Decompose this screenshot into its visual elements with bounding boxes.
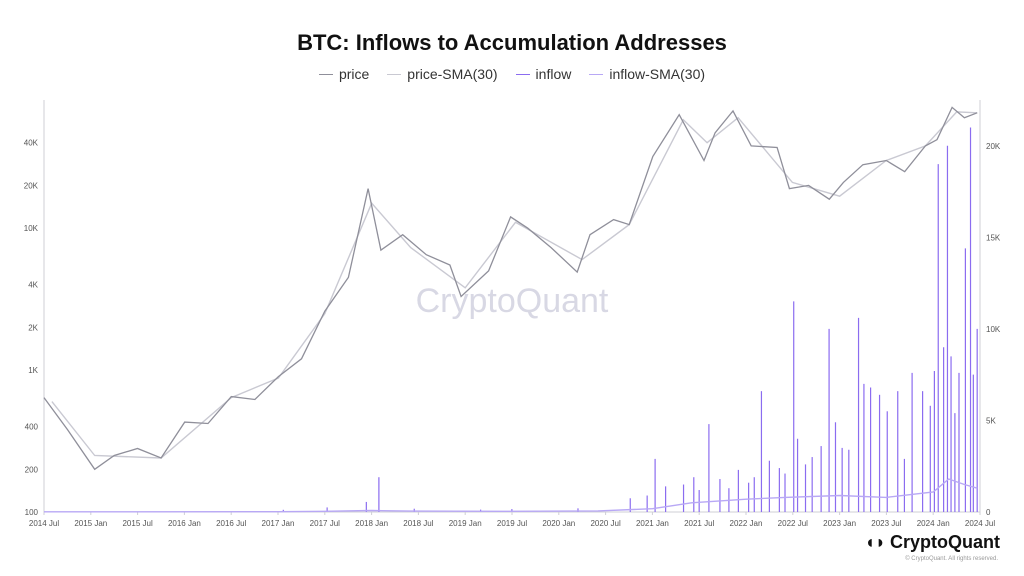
line-series [43, 106, 978, 513]
x-tick-label: 2020 Jan [542, 519, 575, 528]
watermark: CryptoQuant [416, 282, 609, 320]
copyright-text: © CryptoQuant. All rights reserved. [905, 556, 998, 562]
y-left-tick-label: 1K [28, 366, 38, 375]
legend-swatch-inflow [515, 73, 530, 75]
chart-title: BTC: Inflows to Accumulation Addresses [297, 30, 727, 55]
cryptoquant-logo-icon: ◖◗ [864, 532, 886, 552]
legend-label-price: price [338, 66, 370, 82]
x-tick-label: 2022 Jan [730, 519, 763, 528]
x-tick-label: 2016 Jul [216, 519, 246, 528]
y-left-tick-label: 100 [25, 508, 39, 517]
y-right-tick-label: 10K [986, 325, 1001, 334]
y-left-tick-label: 2K [28, 323, 38, 332]
chart-legend: price price-SMA(30) inflow inflow-SMA(30… [0, 66, 1024, 82]
y-right-tick-label: 5K [986, 416, 996, 425]
x-tick-label: 2015 Jul [122, 519, 152, 528]
legend-item-inflow[interactable]: inflow [515, 66, 572, 82]
legend-item-price[interactable]: price [318, 66, 370, 82]
inflow-sma-line [43, 478, 978, 513]
x-tick-label: 2018 Jul [403, 519, 433, 528]
x-tick-label: 2022 Jul [778, 519, 808, 528]
legend-label-price-sma: price-SMA(30) [407, 66, 498, 82]
y-right-tick-label: 15K [986, 233, 1001, 242]
price-line [43, 106, 978, 471]
inflow-series [282, 127, 978, 512]
legend-swatch-price [318, 73, 333, 75]
y-left-tick-label: 4K [28, 281, 38, 290]
brand-name: CryptoQuant [890, 532, 1000, 552]
y-left-tick-label: 10K [24, 224, 39, 233]
legend-label-inflow: inflow [535, 66, 572, 82]
y-right-tick-label: 20K [986, 142, 1001, 151]
x-tick-label: 2021 Jul [684, 519, 714, 528]
legend-item-price-sma[interactable]: price-SMA(30) [387, 66, 498, 82]
x-tick-label: 2024 Jan [917, 519, 950, 528]
x-tick-label: 2014 Jul [29, 519, 59, 528]
x-tick-label: 2023 Jan [823, 519, 856, 528]
x-tick-label: 2017 Jul [310, 519, 340, 528]
legend-item-inflow-sma[interactable]: inflow-SMA(30) [589, 66, 705, 82]
legend-swatch-price-sma [387, 73, 402, 75]
x-tick-label: 2019 Jan [449, 519, 482, 528]
x-tick-label: 2015 Jan [74, 519, 107, 528]
y-left-tick-label: 40K [24, 139, 39, 148]
x-tick-label: 2016 Jan [168, 519, 201, 528]
x-tick-label: 2018 Jan [355, 519, 388, 528]
y-left-tick-label: 200 [25, 465, 39, 474]
x-tick-label: 2023 Jul [871, 519, 901, 528]
x-tick-label: 2020 Jul [590, 519, 620, 528]
y-left-tick-label: 20K [24, 181, 39, 190]
x-tick-label: 2019 Jul [497, 519, 527, 528]
y-left-tick-label: 400 [25, 423, 39, 432]
y-right-tick-label: 0 [986, 508, 991, 517]
x-tick-label: 2017 Jan [262, 519, 295, 528]
legend-label-inflow-sma: inflow-SMA(30) [609, 66, 706, 82]
x-tick-label: 2021 Jan [636, 519, 669, 528]
legend-swatch-inflow-sma [589, 73, 604, 75]
x-tick-label: 2024 Jul [965, 519, 995, 528]
brand-logo: ◖◗ CryptoQuant [864, 532, 1000, 553]
